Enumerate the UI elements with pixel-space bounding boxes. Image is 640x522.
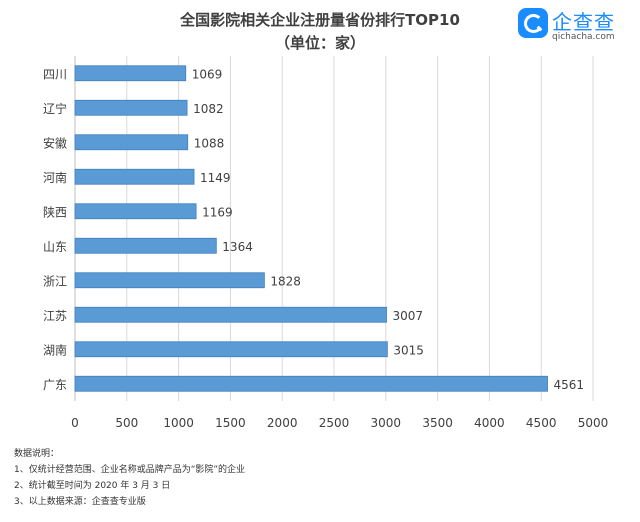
bar-辽宁: [74, 99, 188, 116]
data-label: 3007: [393, 309, 424, 323]
data-label: 3015: [393, 343, 424, 357]
x-tick-label: 3000: [371, 416, 402, 430]
category-label: 江苏: [43, 309, 67, 323]
data-label: 1082: [193, 102, 224, 116]
data-label: 1169: [202, 205, 233, 219]
note-item-3: 3、以上数据来源：企查查专业版: [14, 497, 146, 507]
bar-江苏: [74, 306, 387, 323]
chart-title: 全国影院相关企业注册量省份排行TOP10: [180, 11, 460, 29]
bar-chart: 0 500 1000 1500 2000 2500 3000 3500 4000 4500 5000…: [43, 56, 609, 430]
x-tick-label: 1500: [215, 416, 246, 430]
bar-湖南: [74, 341, 388, 358]
x-tick-label: 1000: [163, 416, 194, 430]
bar-浙江: [74, 272, 265, 289]
x-tick-label: 5000: [578, 416, 609, 430]
data-notes: 数据说明： 1、仅统计经营范围、企业名称或品牌产品为“影院”的企业 2、统计截至…: [14, 446, 245, 510]
data-label: 1069: [192, 67, 223, 81]
logo-url: qichacha.com: [552, 32, 615, 42]
notes-heading: 数据说明：: [14, 449, 60, 459]
category-label: 山东: [43, 240, 67, 254]
x-tick-label: 4000: [474, 416, 505, 430]
data-label: 1088: [194, 136, 225, 150]
x-tick-label: 2000: [267, 416, 298, 430]
category-label: 河南: [43, 170, 67, 185]
category-label: 广东: [43, 378, 67, 392]
bar-广东: [74, 375, 548, 392]
chart-subtitle: （单位：家）: [274, 34, 365, 52]
bar-山东: [74, 237, 217, 254]
x-tick-label: 4500: [526, 416, 557, 430]
x-tick-label: 0: [71, 416, 79, 430]
logo-name: 企查查: [552, 10, 615, 34]
note-item-1: 1、仅统计经营范围、企业名称或品牌产品为“影院”的企业: [14, 465, 246, 475]
bar-河南: [74, 168, 195, 185]
category-label: 安徽: [43, 135, 67, 150]
category-label: 浙江: [43, 274, 67, 288]
note-item-2: 2、统计截至时间为 2020 年 3 月 3 日: [14, 481, 171, 491]
category-label: 湖南: [43, 342, 67, 357]
bar-安徽: [74, 134, 189, 151]
x-tick-label: 500: [115, 416, 138, 430]
bar-四川: [74, 65, 187, 82]
category-label: 四川: [43, 67, 67, 81]
category-label: 陕西: [43, 204, 67, 219]
data-label: 1364: [222, 240, 253, 254]
data-label: 1828: [270, 274, 301, 288]
x-tick-label: 2500: [319, 416, 350, 430]
data-label: 1149: [200, 171, 231, 185]
category-label: 辽宁: [43, 101, 67, 116]
bar-陕西: [74, 203, 197, 220]
x-tick-label: 3500: [422, 416, 453, 430]
search-logo-icon: [518, 8, 548, 38]
qichacha-logo: 企查查 qichacha.com: [518, 6, 634, 46]
data-label: 4561: [554, 378, 585, 392]
